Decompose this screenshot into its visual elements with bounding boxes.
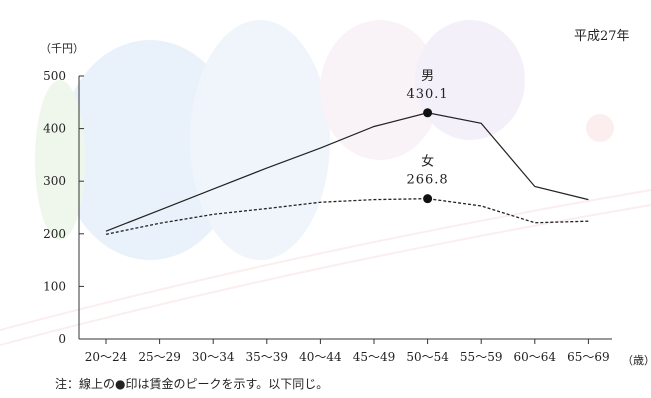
peak-marker [423,194,433,204]
x-ticks: 20～24 25～29 30～34 35～39 40～44 45～49 50～54 55～59… [85,339,610,364]
peak-markers: 男 430.1 女 266.8 [406,69,448,204]
y-tick-label: 500 [43,69,66,83]
watermark-blob-blue [60,40,240,260]
peak-value-label: 430.1 [406,87,448,102]
y-tick-label: 400 [43,122,66,136]
x-tick-label: 60～64 [514,350,557,364]
footnote: 注：線上の●印は賃金のピークを示す。以下同じ。 [55,376,328,391]
watermark-blob-lightblue [190,20,330,260]
watermark-blob-violet [415,20,525,140]
x-tick-label: 65～69 [567,350,610,364]
y-ticks: 0 100 200 300 400 500 [43,69,84,346]
y-tick-label: 100 [43,279,66,293]
year-label: 平成27年 [574,29,630,44]
series-line-male [105,112,589,232]
x-tick-label: 30～34 [192,350,235,364]
x-tick-label: 45～49 [353,350,396,364]
x-tick-label: 40～44 [299,350,342,364]
series-line-female [105,198,589,235]
watermark-blob-pink [320,20,440,160]
x-tick-label: 35～39 [246,350,289,364]
y-tick-label: 0 [58,332,66,346]
y-tick-label: 300 [43,174,66,188]
series-group [105,112,589,235]
x-axis-unit: （歳） [622,354,651,367]
x-tick-label: 20～24 [85,350,128,364]
watermark-blob-green [35,80,85,240]
y-axis-unit: （千円） [40,42,84,55]
x-tick-label: 50～54 [406,350,449,364]
x-tick-label: 55～59 [460,350,503,364]
watermark-note [586,114,614,142]
series-name-label: 女 [421,154,434,170]
x-tick-label: 25～29 [138,350,181,364]
watermark-staff-line [0,189,651,331]
y-tick-label: 200 [43,227,66,241]
peak-marker [423,108,433,118]
peak-value-label: 266.8 [406,173,448,188]
series-name-label: 男 [421,69,434,84]
watermark-logo [0,20,651,346]
